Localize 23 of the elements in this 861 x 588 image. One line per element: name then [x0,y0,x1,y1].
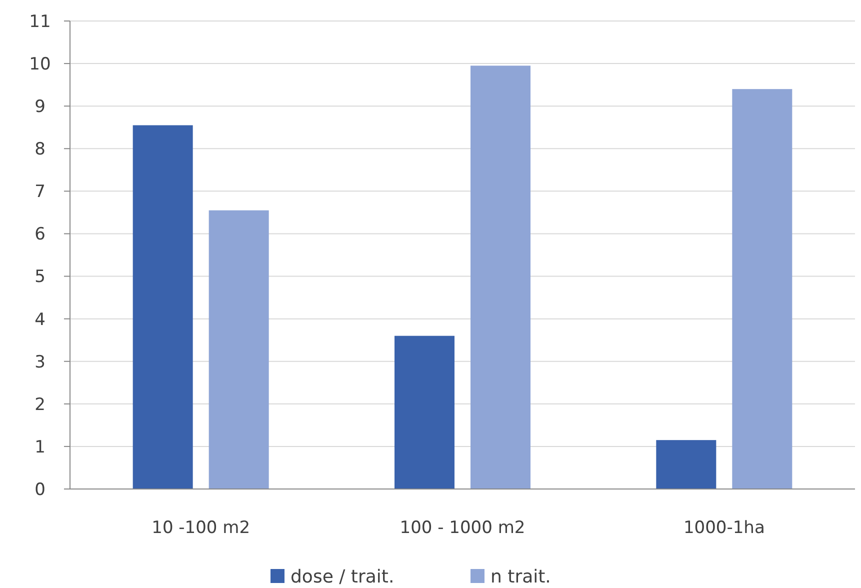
y-tick-label: 0 [34,480,46,500]
y-tick-label: 10 [29,54,51,74]
legend-label: n trait. [490,566,551,588]
x-tick-label: 1000-1ha [683,518,765,538]
bar [656,440,716,489]
y-tick-label: 8 [34,140,46,160]
bar [732,89,792,489]
bar [394,336,454,489]
x-tick-label: 100 - 1000 m2 [400,518,526,538]
legend-label: dose / trait. [290,566,394,588]
bar [208,210,269,489]
y-tick-label: 5 [34,267,46,288]
y-tick-label: 11 [29,12,51,32]
x-tick-label: 10 -100 m2 [152,518,250,538]
bar [132,125,193,489]
y-tick-label: 6 [34,224,46,245]
y-tick-label: 2 [34,394,46,415]
bar [470,66,530,489]
y-tick-label: 3 [34,352,46,372]
y-tick-label: 1 [34,437,46,458]
y-tick-label: 7 [34,182,46,202]
y-tick-label: 9 [34,97,46,118]
y-tick-label: 4 [34,310,46,330]
